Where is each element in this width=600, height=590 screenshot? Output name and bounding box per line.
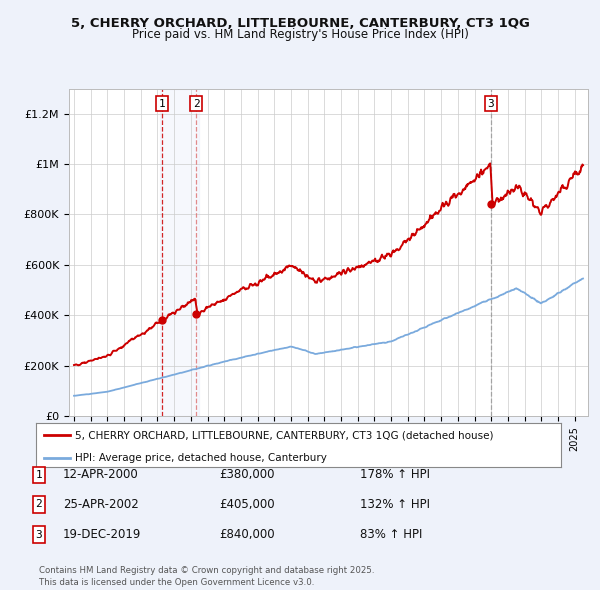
Text: 1: 1 <box>35 470 43 480</box>
Text: £405,000: £405,000 <box>219 498 275 511</box>
Bar <box>160 88 199 416</box>
Text: 1: 1 <box>159 99 166 109</box>
Text: 83% ↑ HPI: 83% ↑ HPI <box>360 528 422 541</box>
Text: 5, CHERRY ORCHARD, LITTLEBOURNE, CANTERBURY, CT3 1QG: 5, CHERRY ORCHARD, LITTLEBOURNE, CANTERB… <box>71 17 529 30</box>
Text: 5, CHERRY ORCHARD, LITTLEBOURNE, CANTERBURY, CT3 1QG (detached house): 5, CHERRY ORCHARD, LITTLEBOURNE, CANTERB… <box>76 431 494 440</box>
Text: Price paid vs. HM Land Registry's House Price Index (HPI): Price paid vs. HM Land Registry's House … <box>131 28 469 41</box>
Text: 2: 2 <box>193 99 200 109</box>
Text: 2: 2 <box>35 500 43 509</box>
Text: HPI: Average price, detached house, Canterbury: HPI: Average price, detached house, Cant… <box>76 453 327 463</box>
Text: 178% ↑ HPI: 178% ↑ HPI <box>360 468 430 481</box>
Text: Contains HM Land Registry data © Crown copyright and database right 2025.
This d: Contains HM Land Registry data © Crown c… <box>39 566 374 587</box>
Text: £380,000: £380,000 <box>219 468 275 481</box>
Text: 132% ↑ HPI: 132% ↑ HPI <box>360 498 430 511</box>
Text: 19-DEC-2019: 19-DEC-2019 <box>63 528 142 541</box>
Text: 3: 3 <box>487 99 494 109</box>
Text: £840,000: £840,000 <box>219 528 275 541</box>
Text: 3: 3 <box>35 530 43 539</box>
Text: 25-APR-2002: 25-APR-2002 <box>63 498 139 511</box>
Text: 12-APR-2000: 12-APR-2000 <box>63 468 139 481</box>
